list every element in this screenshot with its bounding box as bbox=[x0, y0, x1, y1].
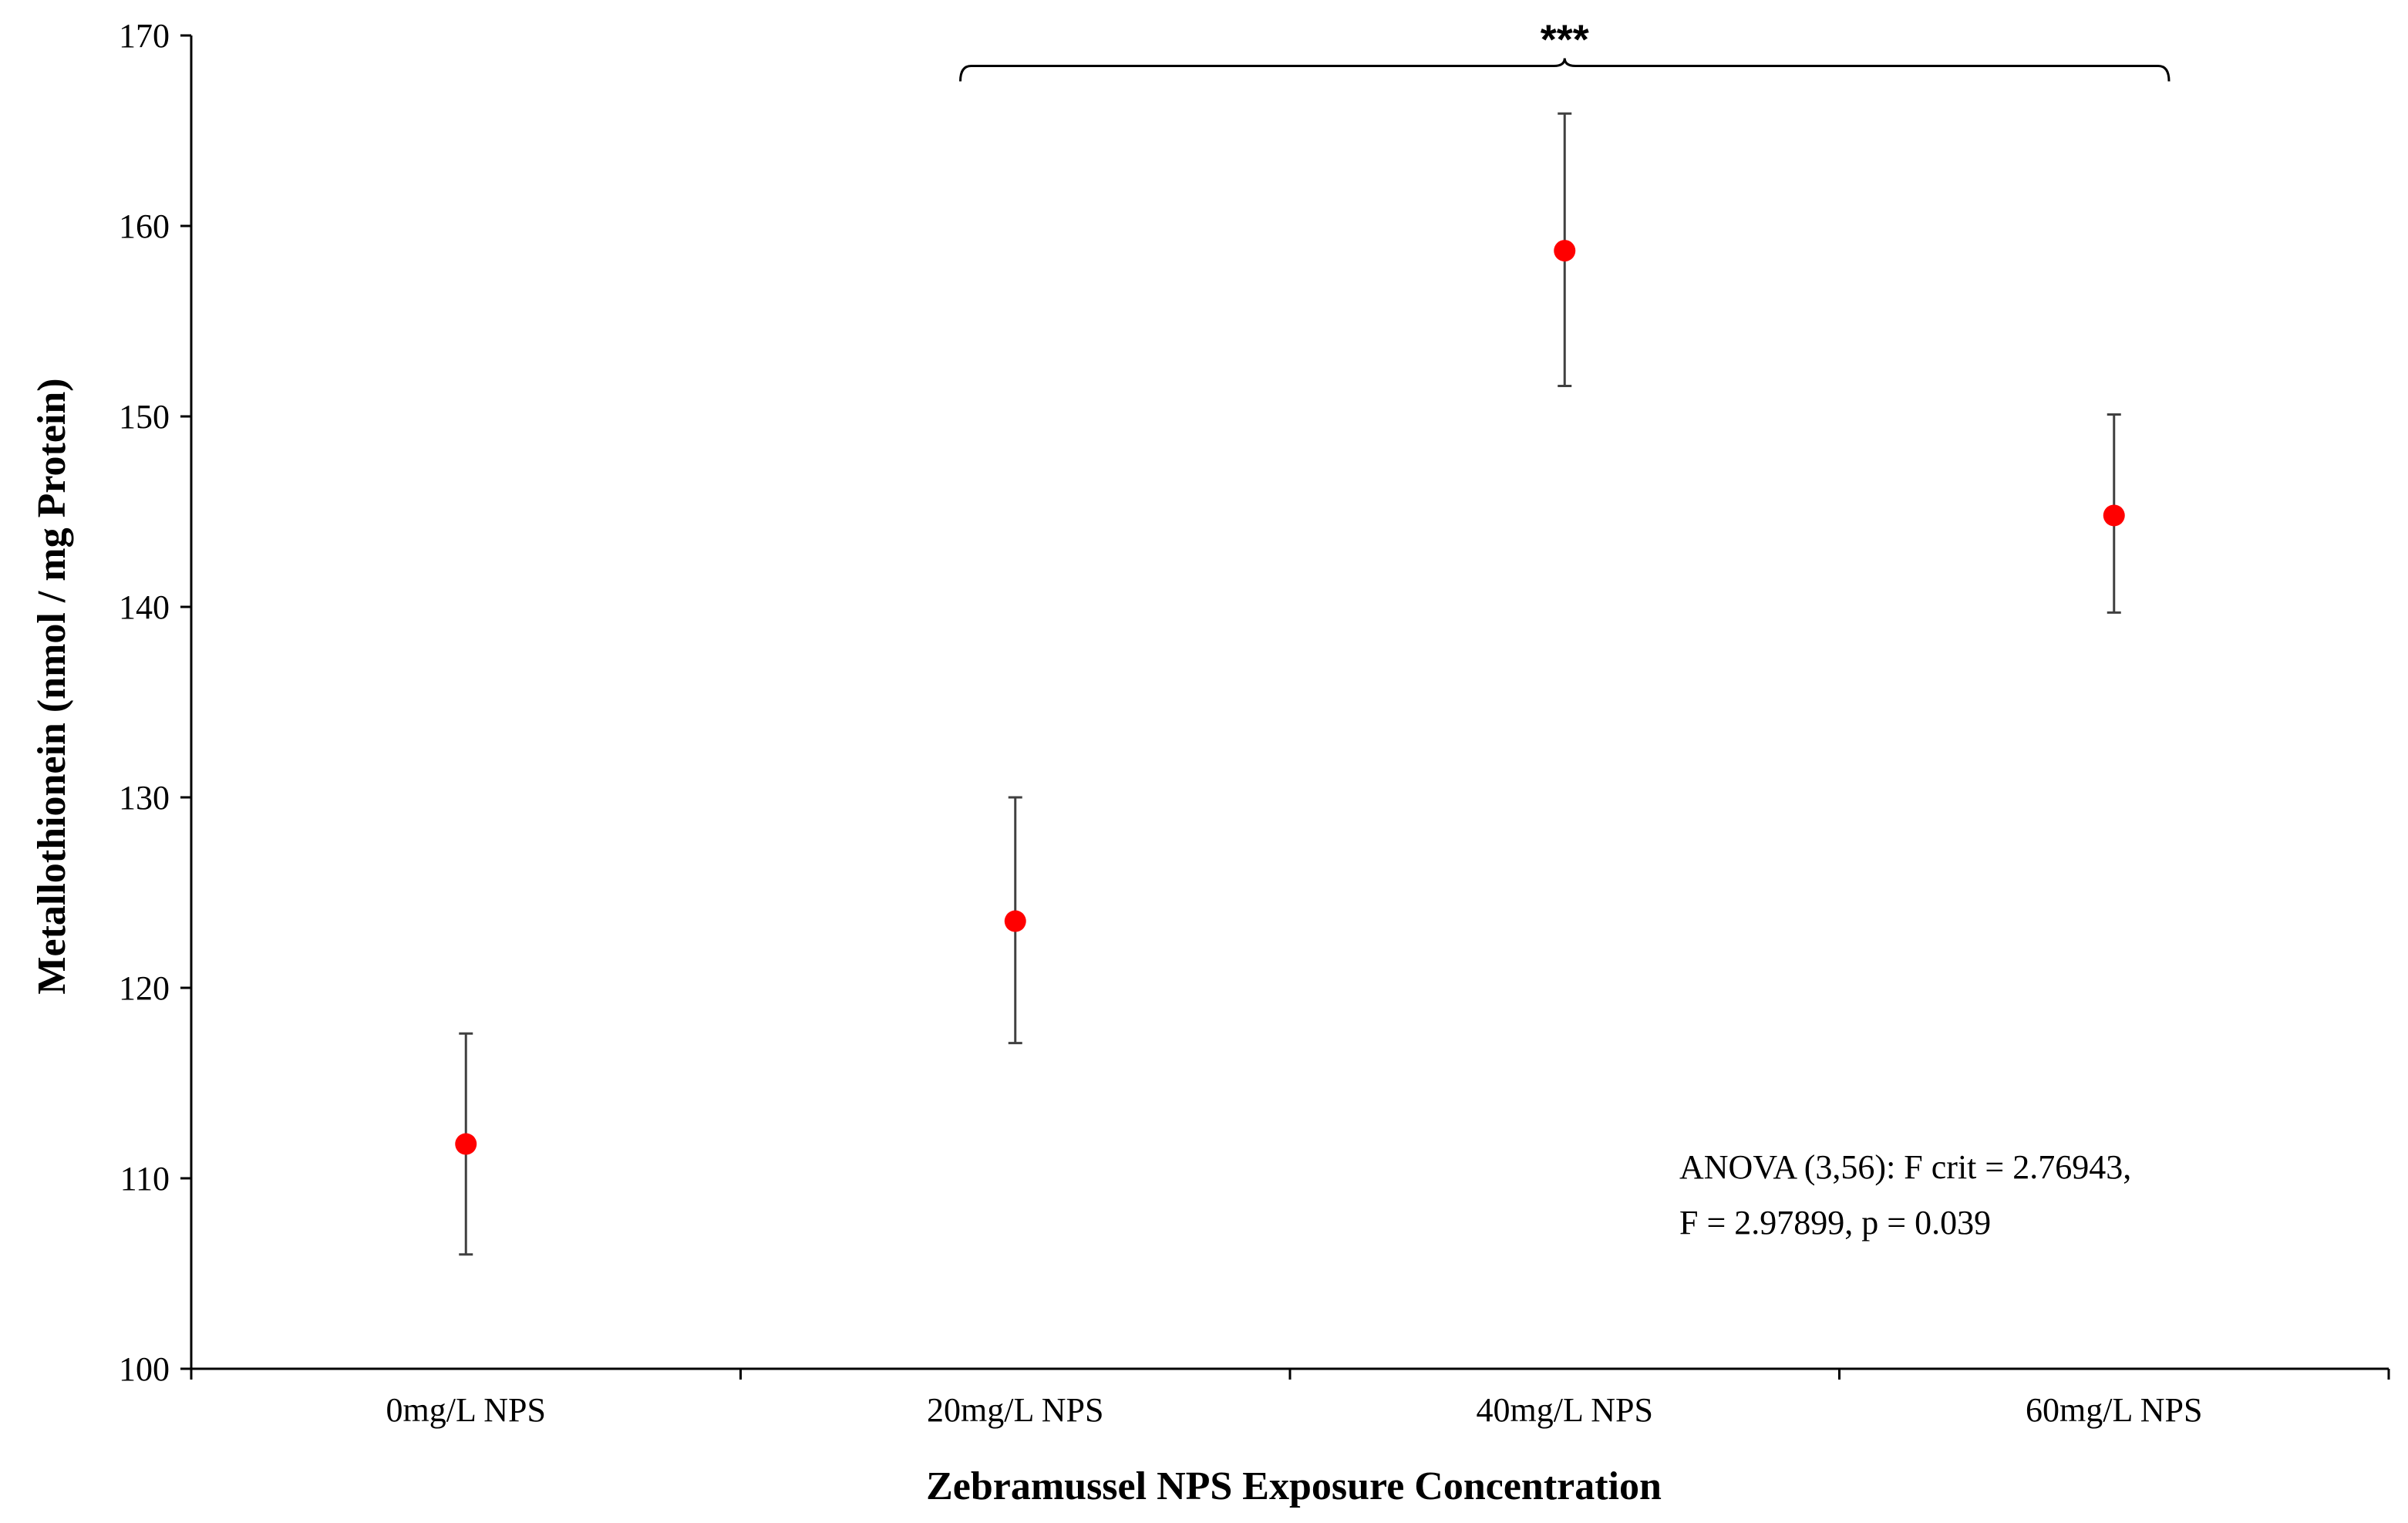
y-tick-label: 140 bbox=[119, 588, 170, 626]
y-tick-label: 160 bbox=[119, 207, 170, 245]
error-bars bbox=[459, 112, 2121, 1256]
x-tick-label: 40mg/L NPS bbox=[1477, 1391, 1653, 1429]
x-ticks: 0mg/L NPS 20mg/L NPS 40mg/L NPS 60mg/L NPS bbox=[190, 1369, 2390, 1429]
significance-label: *** bbox=[1541, 17, 1589, 63]
x-tick-label: 60mg/L NPS bbox=[2026, 1391, 2202, 1429]
y-ticks: 100 110 120 130 140 150 160 170 bbox=[119, 17, 191, 1388]
significance-bracket: *** bbox=[959, 17, 2171, 82]
anova-line-1: ANOVA (3,56): F crit = 2.76943, bbox=[1679, 1148, 2131, 1186]
y-tick-label: 120 bbox=[119, 969, 170, 1007]
anova-annotation: ANOVA (3,56): F crit = 2.76943, F = 2.97… bbox=[1679, 1148, 2131, 1242]
data-point bbox=[1004, 910, 1026, 932]
x-axis-title: Zebramussel NPS Exposure Concentration bbox=[926, 1464, 1662, 1508]
y-axis-title: Metallothionein (nmol / mg Protein) bbox=[30, 378, 74, 994]
x-tick-label: 20mg/L NPS bbox=[927, 1391, 1103, 1429]
significance-bracket-line bbox=[959, 58, 2171, 82]
data-point bbox=[2103, 504, 2125, 527]
y-tick-label: 150 bbox=[119, 398, 170, 436]
data-point bbox=[455, 1133, 477, 1155]
anova-line-2: F = 2.97899, p = 0.039 bbox=[1679, 1204, 1991, 1242]
y-tick-label: 130 bbox=[119, 779, 170, 817]
data-point bbox=[1554, 240, 1576, 262]
y-tick-label: 100 bbox=[119, 1350, 170, 1388]
y-tick-label: 110 bbox=[120, 1160, 170, 1198]
x-tick-label: 0mg/L NPS bbox=[386, 1391, 546, 1429]
y-tick-label: 170 bbox=[119, 17, 170, 55]
data-points bbox=[455, 240, 2125, 1155]
